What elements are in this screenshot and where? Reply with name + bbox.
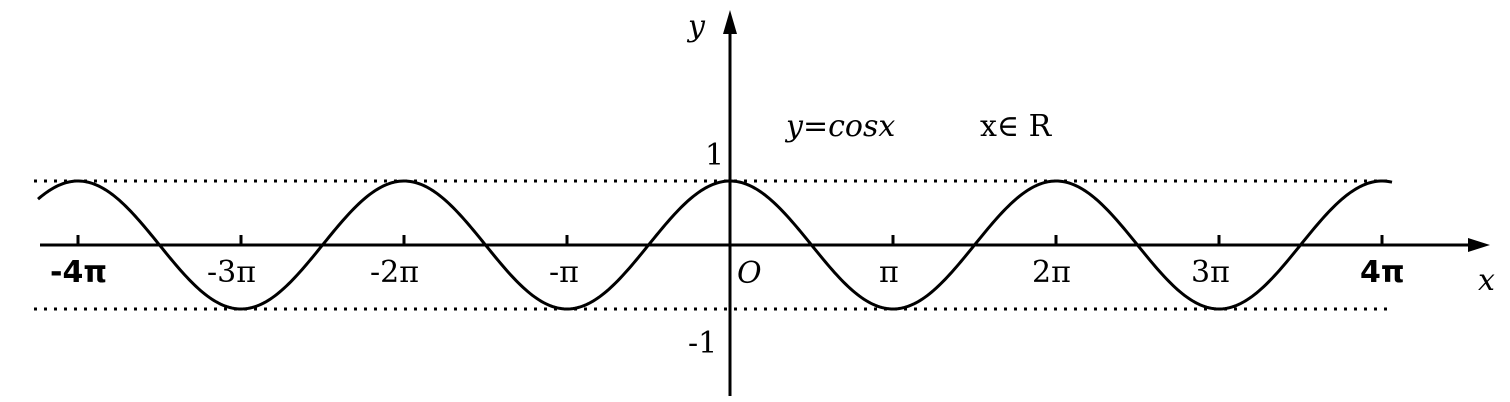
x-axis-label: x: [1478, 263, 1495, 298]
domain-label-text: x∈ R: [980, 109, 1053, 144]
axes: [40, 10, 1490, 396]
x-tick-label-5: 2π: [1032, 255, 1071, 290]
function-label: y=cosx: [784, 109, 895, 144]
x-tick-label-3: -π: [549, 255, 579, 290]
cosine-curve: [37, 179, 1393, 311]
y-axis-arrow: [723, 10, 737, 34]
x-ticks: [76, 235, 1384, 245]
x-tick-label-7: 4π: [1360, 255, 1405, 290]
reference-lines: [34, 179, 1392, 311]
curve-layer: [37, 179, 1393, 311]
x-tick-label-1: -3π: [207, 255, 256, 290]
labels: y x O y=cosx x∈ R: [686, 9, 1495, 298]
origin-label: O: [737, 256, 762, 291]
domain-label: x∈ R: [980, 109, 1053, 144]
x-tick-labels: -4π -3π -2π -π π 2π 3π 4π: [50, 255, 1405, 290]
function-label-text: y=cosx: [784, 109, 895, 144]
x-tick-label-2: -2π: [370, 255, 419, 290]
y-tick-label-0: 1: [705, 138, 724, 173]
x-tick-label-6: 3π: [1191, 255, 1230, 290]
x-axis-arrow: [1468, 238, 1490, 252]
y-axis-label: y: [686, 9, 706, 44]
x-tick-label-4: π: [879, 255, 899, 290]
y-tick-label-1: -1: [688, 326, 717, 361]
y-tick-labels: 1 -1: [688, 138, 724, 361]
x-tick-label-0: -4π: [50, 255, 107, 290]
